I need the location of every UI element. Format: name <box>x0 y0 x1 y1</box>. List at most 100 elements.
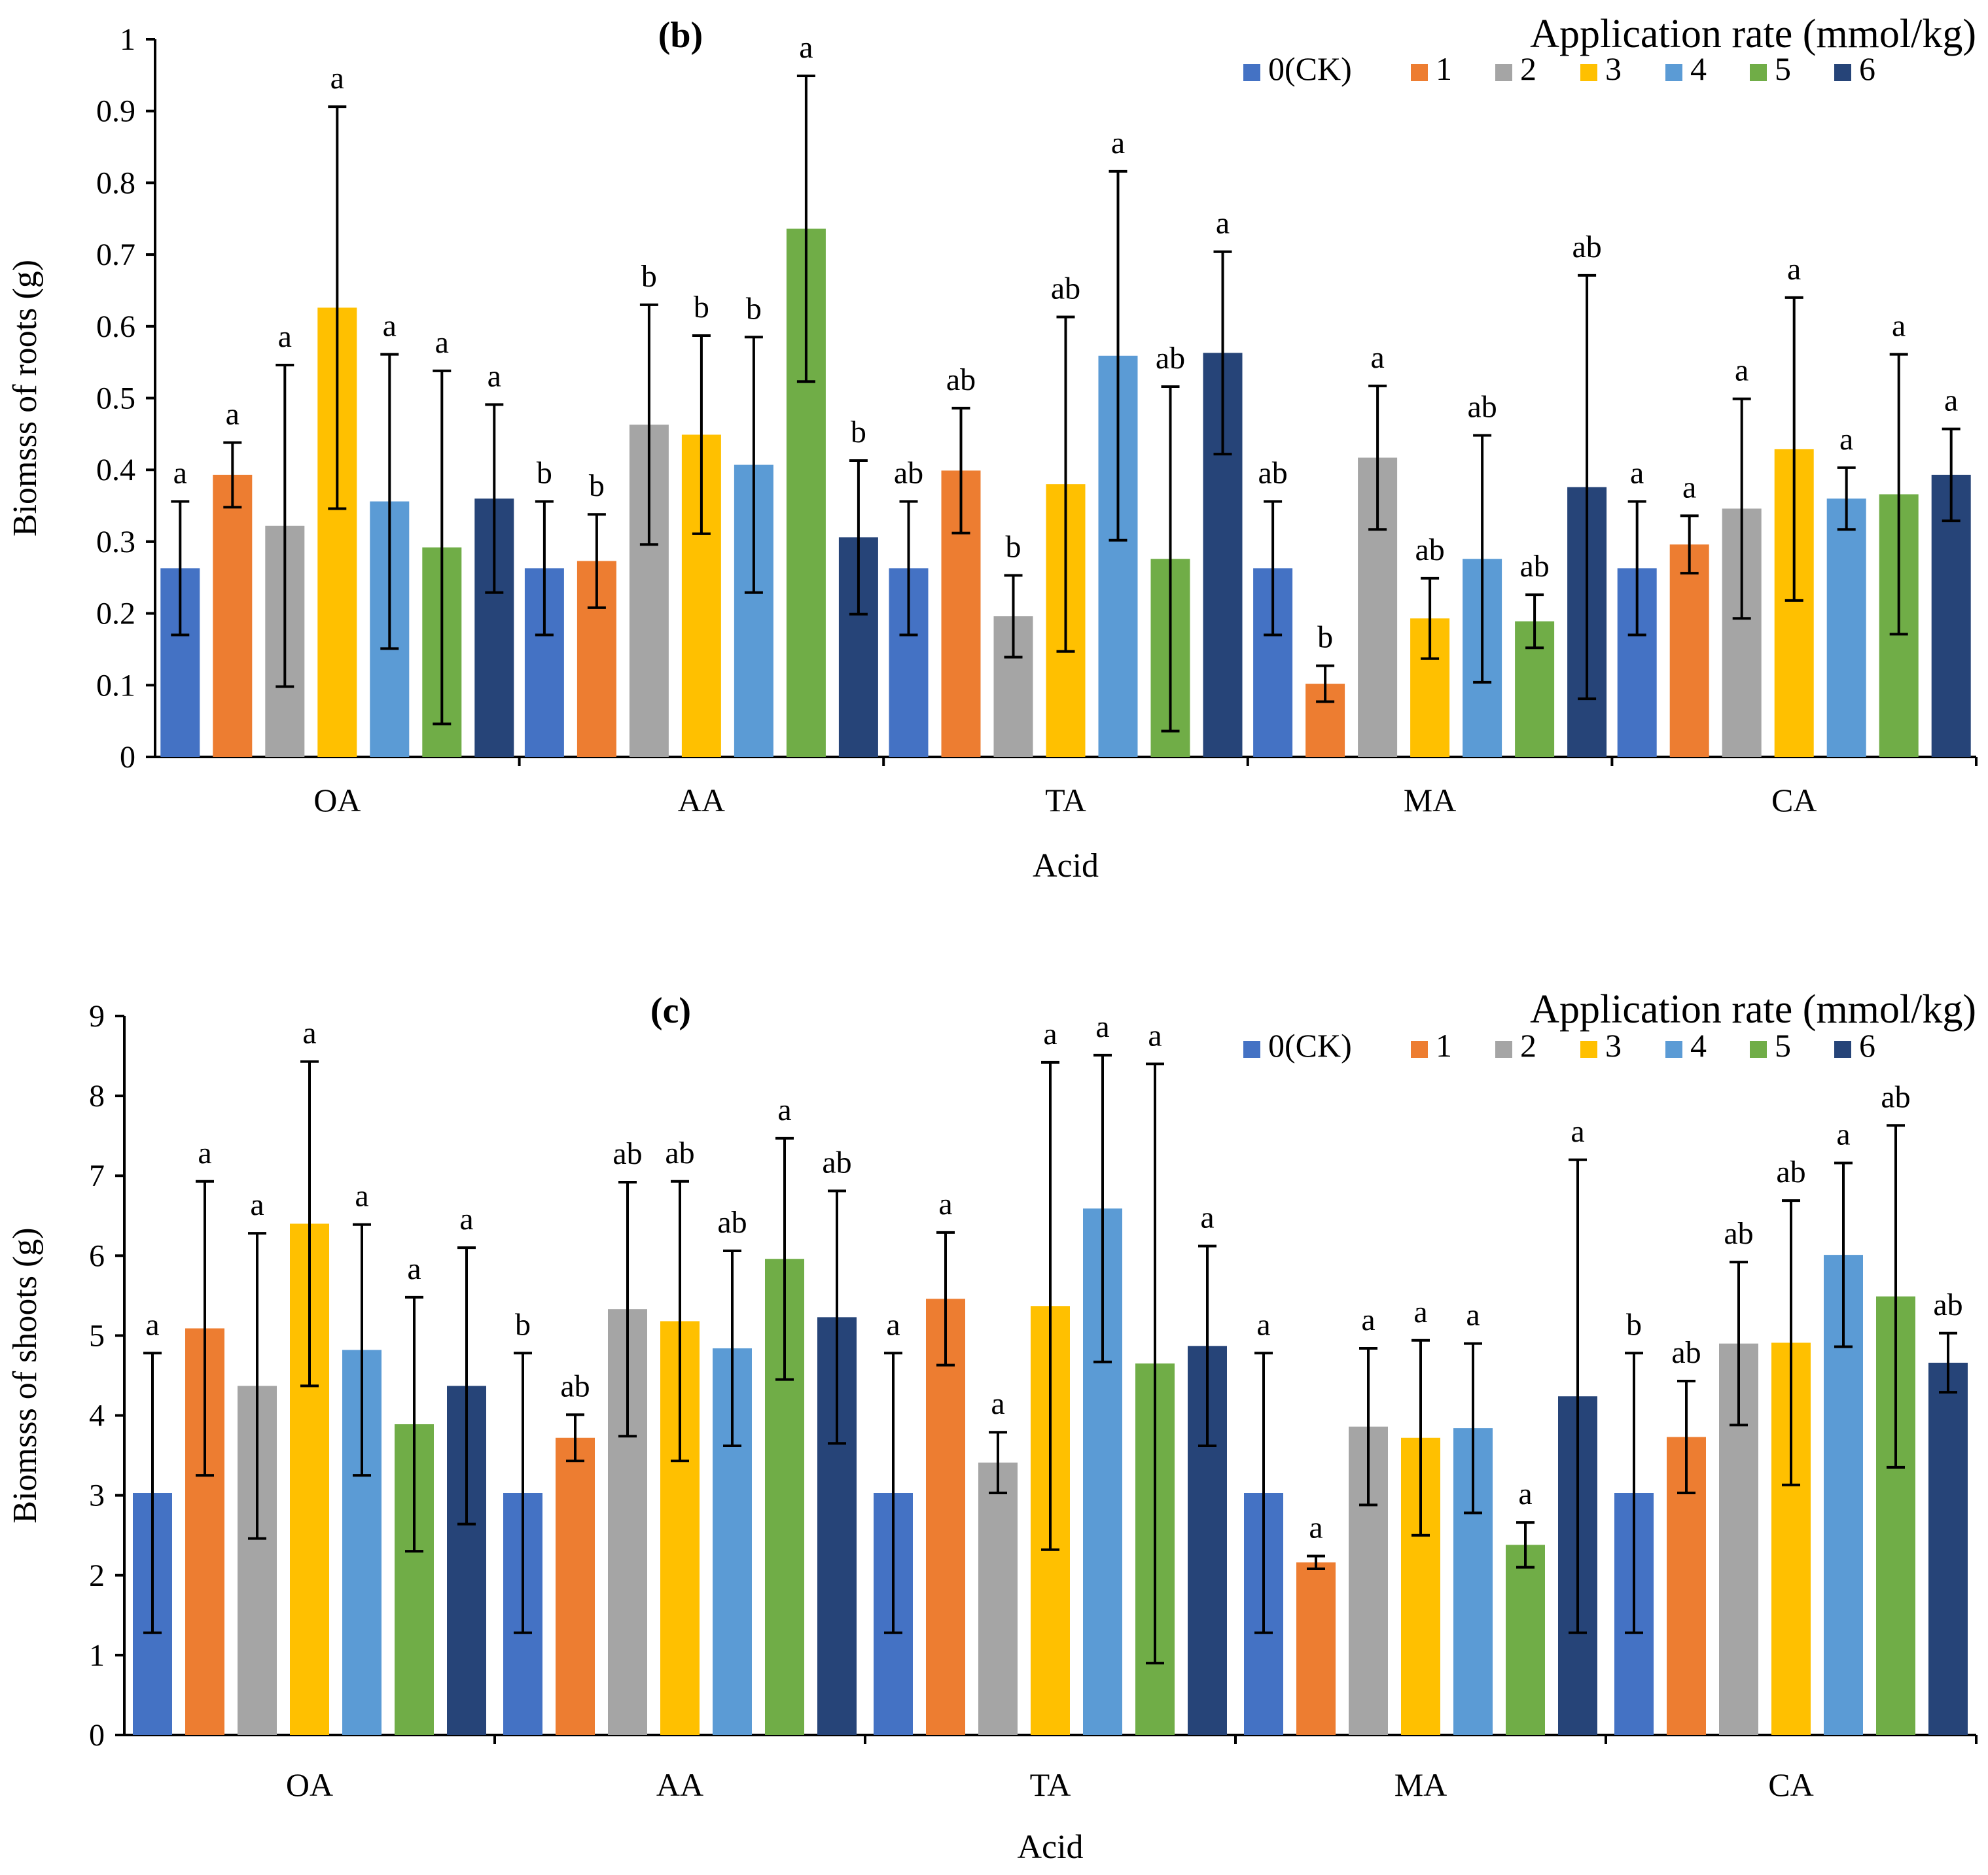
significance-label: a <box>1787 252 1801 287</box>
x-axis-title: Acid <box>1017 1829 1083 1866</box>
significance-label: ab <box>822 1145 851 1180</box>
significance-label: ab <box>612 1136 642 1171</box>
x-tick-label: AA <box>656 1766 703 1803</box>
legend-swatch <box>1580 1041 1597 1058</box>
significance-label: ab <box>717 1205 747 1240</box>
y-tick-label: 1 <box>120 22 135 57</box>
bar-ma-series-1 <box>1296 1562 1336 1735</box>
y-tick-label: 0.2 <box>96 597 135 631</box>
bar-ta-series-1 <box>926 1299 965 1735</box>
x-axis-title: Acid <box>1033 847 1099 885</box>
significance-label: a <box>278 319 292 354</box>
x-tick-label: CA <box>1771 782 1817 818</box>
legend-label: 5 <box>1775 1027 1791 1064</box>
bar-ca-series-1 <box>1669 544 1709 757</box>
significance-label: a <box>1735 353 1748 388</box>
significance-label: ab <box>1051 272 1080 306</box>
bar-ma-series-5 <box>1506 1545 1545 1735</box>
significance-label: a <box>938 1187 952 1221</box>
legend-label: 0(CK) <box>1268 1027 1352 1064</box>
significance-label: a <box>799 30 813 65</box>
significance-label: a <box>1836 1117 1850 1152</box>
significance-label: b <box>746 291 762 326</box>
legend-swatch <box>1834 1041 1851 1058</box>
panel-label: (c) <box>650 990 691 1031</box>
x-tick-label: OA <box>286 1766 333 1803</box>
significance-label: b <box>1006 529 1021 564</box>
significance-label: ab <box>1415 533 1444 567</box>
legend-swatch <box>1580 64 1597 81</box>
significance-label: ab <box>1467 390 1497 425</box>
significance-label: ab <box>1881 1079 1910 1114</box>
significance-label: a <box>1200 1200 1214 1235</box>
significance-label: a <box>1361 1303 1375 1337</box>
y-axis-title: Biomsss of roots (g) <box>7 260 44 536</box>
significance-label: ab <box>1258 455 1287 490</box>
significance-label: a <box>1095 1009 1109 1044</box>
significance-label: a <box>1370 340 1384 375</box>
significance-label: ab <box>1671 1335 1701 1370</box>
legend-label: 3 <box>1605 50 1622 87</box>
y-tick-label: 5 <box>89 1318 105 1353</box>
y-tick-label: 0.8 <box>96 166 135 200</box>
significance-label: ab <box>1776 1155 1805 1189</box>
significance-label: ab <box>665 1136 694 1170</box>
legend-title: Application rate (mmol/kg) <box>1530 12 1976 56</box>
significance-label: a <box>777 1093 791 1127</box>
significance-label: ab <box>946 362 976 397</box>
legend-swatch <box>1243 1041 1260 1058</box>
x-tick-label: MA <box>1404 782 1457 818</box>
legend-label: 0(CK) <box>1268 50 1352 87</box>
legend-swatch <box>1243 64 1260 81</box>
bar-ca-series-6 <box>1928 1362 1968 1735</box>
significance-label: a <box>355 1179 368 1214</box>
x-tick-label: AA <box>678 782 725 818</box>
significance-label: a <box>1518 1477 1532 1511</box>
significance-label: a <box>1111 126 1125 160</box>
legend-swatch <box>1750 1041 1767 1058</box>
significance-label: a <box>1466 1298 1480 1333</box>
legend-label: 6 <box>1859 50 1875 87</box>
significance-label: a <box>1682 470 1696 504</box>
chart-panel-c: 0 1 2 3 4 5 6 7 8 9 OA AA TA MA CA Acid Biomsss of shoot… <box>7 987 1978 1866</box>
significance-label: a <box>302 1016 316 1051</box>
significance-label: a <box>488 359 501 393</box>
y-tick-label: 4 <box>89 1399 105 1433</box>
significance-label: a <box>383 309 397 343</box>
y-tick-label: 0.1 <box>96 668 135 703</box>
bar-ca-series-4 <box>1826 499 1866 757</box>
significance-label: a <box>459 1202 473 1236</box>
y-tick-label: 3 <box>89 1479 105 1513</box>
legend-label: 6 <box>1859 1027 1875 1064</box>
significance-label: a <box>1216 206 1230 241</box>
y-tick-label: 0.5 <box>96 381 135 416</box>
y-tick-label: 0.6 <box>96 309 135 344</box>
panel-label: (b) <box>658 15 703 56</box>
legend-swatch <box>1495 64 1512 81</box>
significance-label: a <box>407 1252 421 1286</box>
legend-swatch <box>1834 64 1851 81</box>
significance-label: a <box>145 1307 159 1342</box>
significance-label: a <box>1413 1295 1427 1329</box>
significance-label: b <box>851 415 866 449</box>
x-tick-label: TA <box>1030 1766 1071 1803</box>
legend-swatch <box>1665 1041 1682 1058</box>
significance-label: a <box>435 325 449 360</box>
y-tick-label: 0.4 <box>96 453 135 487</box>
y-tick-label: 2 <box>89 1558 105 1593</box>
chart-panel-b: 0 0.1 0.2 0.3 0.4 0.5 0.6 0.7 0.8 0.9 1 OA AA TA MA CA A… <box>7 12 1978 885</box>
significance-label: a <box>1309 1510 1322 1545</box>
x-tick-label: MA <box>1394 1766 1447 1803</box>
legend-swatch <box>1411 64 1428 81</box>
legend-label: 5 <box>1775 50 1791 87</box>
significance-label: a <box>886 1307 900 1342</box>
significance-label: ab <box>1156 341 1185 376</box>
legend-swatch <box>1411 1041 1428 1058</box>
y-tick-label: 9 <box>89 999 105 1034</box>
significance-label: a <box>991 1386 1004 1421</box>
legend-label: 4 <box>1690 1027 1707 1064</box>
significance-label: a <box>250 1187 264 1222</box>
y-tick-label: 0.9 <box>96 94 135 129</box>
significance-label: ab <box>560 1369 590 1403</box>
